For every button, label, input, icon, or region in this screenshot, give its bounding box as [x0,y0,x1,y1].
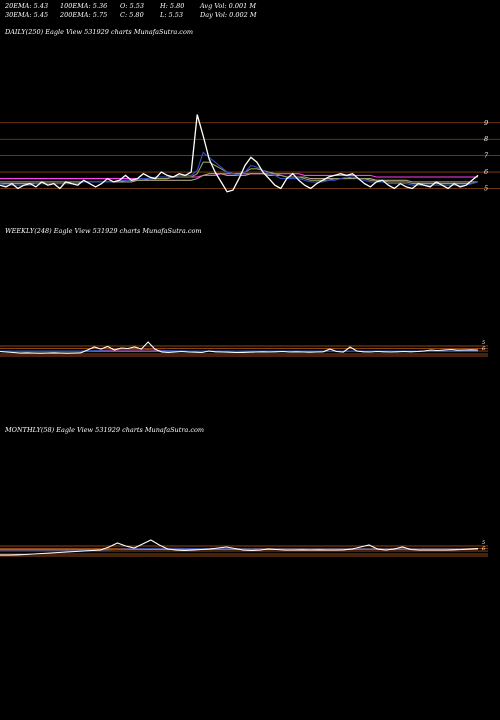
monthly-price-line [0,539,479,556]
weekly-tick-label-6: 6 [482,346,486,352]
daily-tick-label-6: 6 [484,168,488,176]
weekly-tick-label-5: 5 [482,340,485,346]
weekly-panel-label: WEEKLY(248) Eagle View 531929 charts Mun… [5,227,202,235]
daily-tick-label-5: 5 [484,185,488,193]
day-vol-readout: Day Vol: 0.002 M [200,11,257,19]
daily-price-line [0,114,479,193]
low-readout: L: 5.53 [160,11,184,19]
high-readout: H: 5.80 [160,2,185,10]
open-readout: O: 5.53 [120,2,145,10]
daily-tick-label-9: 9 [484,119,488,127]
weekly-panel: 56 [0,340,488,357]
weekly-price-line [0,341,479,354]
ema200-readout: 200EMA: 5.75 [60,11,108,19]
daily-tick-label-7: 7 [484,152,489,160]
monthly-tick-label-5: 5 [482,540,485,546]
ema30-readout: 30EMA: 5.45 [5,11,49,19]
monthly-panel: 56 [0,539,488,557]
weekly-ema20-line [0,348,478,352]
ema20-readout: 20EMA: 5.43 [5,2,49,10]
avg-vol-readout: Avg Vol: 0.001 M [200,2,257,10]
monthly-panel-label: MONTHLY(58) Eagle View 531929 charts Mun… [5,426,205,434]
daily-panel: 5 6 7 8 9 [0,114,500,193]
daily-tick-label-8: 8 [484,135,488,143]
daily-panel-label: DAILY(250) Eagle View 531929 charts Muna… [5,28,194,36]
ema100-readout: 100EMA: 5.36 [60,2,108,10]
monthly-tick-label-6: 6 [482,546,486,552]
close-readout: C: 5.80 [120,11,144,19]
